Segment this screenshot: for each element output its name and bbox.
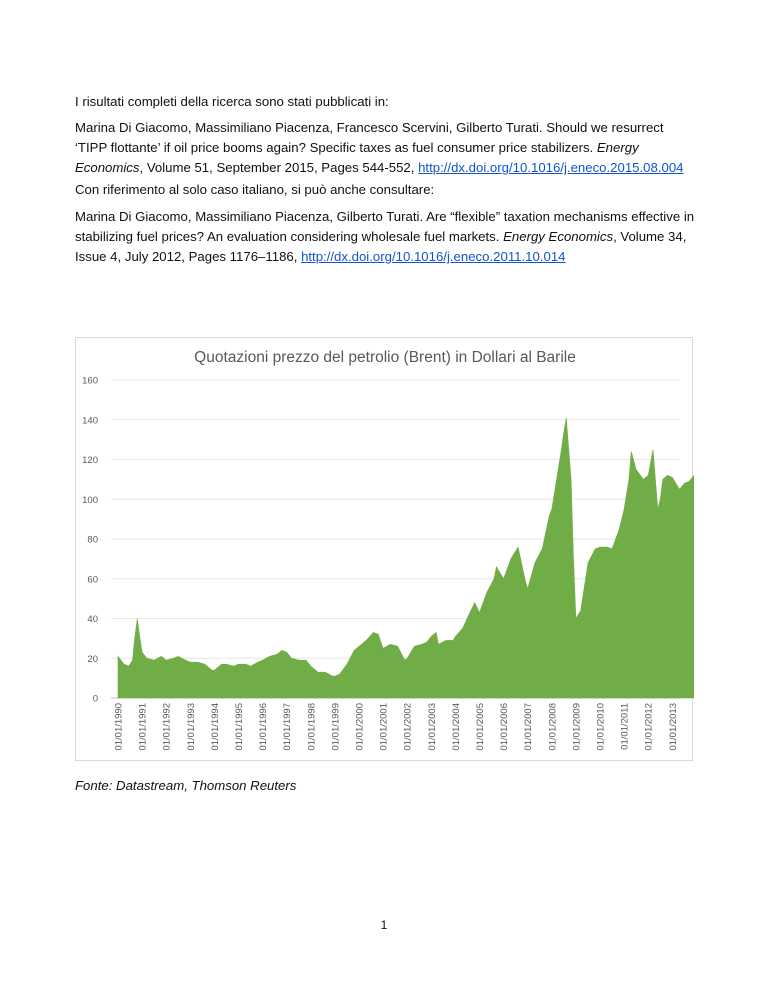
x-tick-label: 01/01/2003 xyxy=(427,703,438,751)
reference-2-doi-link[interactable]: http://dx.doi.org/10.1016/j.eneco.2011.1… xyxy=(301,249,566,264)
oil-price-chart: Quotazioni prezzo del petrolio (Brent) i… xyxy=(75,337,694,761)
x-tick-label: 01/01/2001 xyxy=(379,703,390,751)
x-tick-label: 01/01/2000 xyxy=(355,703,366,751)
x-tick-label: 01/01/2005 xyxy=(475,703,486,751)
chart-area-series xyxy=(117,417,694,699)
x-tick-label: 01/01/1998 xyxy=(306,703,317,751)
brent-price-area xyxy=(117,417,694,699)
chart-title: Quotazioni prezzo del petrolio (Brent) i… xyxy=(194,349,576,366)
x-tick-label: 01/01/1992 xyxy=(162,703,173,751)
reference-2-details: , Volume 34, Issue 4, July 2012, Pages 1… xyxy=(75,229,687,264)
reference-2: Marina Di Giacomo, Massimiliano Piacenza… xyxy=(75,207,695,267)
x-tick-label: 01/01/2010 xyxy=(596,703,607,751)
x-tick-label: 01/01/2013 xyxy=(668,703,679,751)
y-tick-label-40: 40 xyxy=(87,614,98,625)
y-tick-label-100: 100 xyxy=(82,495,98,506)
x-tick-label: 01/01/1994 xyxy=(210,703,221,751)
x-tick-label: 01/01/1999 xyxy=(330,703,341,751)
y-tick-label-0: 0 xyxy=(93,694,98,705)
y-tick-label-60: 60 xyxy=(87,574,98,585)
chart-y-axis: 0 20 40 60 80 100 120 140 160 xyxy=(82,376,98,705)
x-tick-label: 01/01/1997 xyxy=(282,703,293,751)
chart-canvas: Quotazioni prezzo del petrolio (Brent) i… xyxy=(82,349,694,751)
y-tick-label-160: 160 xyxy=(82,376,98,387)
reference-1-doi-link[interactable]: http://dx.doi.org/10.1016/j.eneco.2015.0… xyxy=(418,160,684,175)
x-tick-label: 01/01/1993 xyxy=(186,703,197,751)
reference-1-journal: Energy Economics xyxy=(75,140,639,175)
reference-2-authors-title: Marina Di Giacomo, Massimiliano Piacenza… xyxy=(75,209,695,244)
x-tick-label: 01/01/2002 xyxy=(403,703,414,751)
x-tick-label: 01/01/1995 xyxy=(234,703,245,751)
x-tick-label: 01/01/2007 xyxy=(523,703,534,751)
x-tick-label: 01/01/1990 xyxy=(114,703,125,751)
reference-1-details: , Volume 51, September 2015, Pages 544-5… xyxy=(139,160,419,175)
intro-italian-case-text: Con riferimento al solo caso italiano, s… xyxy=(75,182,435,197)
x-tick-label: 01/01/2009 xyxy=(571,703,582,751)
y-tick-label-120: 120 xyxy=(82,455,98,466)
reference-2-journal: Energy Economics xyxy=(503,229,614,244)
x-tick-label: 01/01/2004 xyxy=(451,703,462,751)
x-tick-label: 01/01/2011 xyxy=(620,703,631,750)
page-number: 1 xyxy=(380,918,388,932)
x-tick-label: 01/01/1991 xyxy=(138,703,149,751)
reference-1-authors-title: Marina Di Giacomo, Massimiliano Piacenza… xyxy=(75,120,664,155)
y-tick-label-20: 20 xyxy=(87,654,98,665)
x-tick-label: 01/01/2008 xyxy=(547,703,558,751)
x-tick-label: 01/01/1996 xyxy=(258,703,269,751)
x-tick-label: 01/01/2006 xyxy=(499,703,510,751)
y-tick-label-140: 140 xyxy=(82,415,98,426)
intro-text: I risultati completi della ricerca sono … xyxy=(75,94,389,109)
y-tick-label-80: 80 xyxy=(87,535,98,546)
source-note: Fonte: Datastream, Thomson Reuters xyxy=(75,778,297,793)
chart-x-axis: 01/01/1990 01/01/1991 01/01/1992 01/01/1993… xyxy=(114,703,679,751)
x-tick-label: 01/01/2012 xyxy=(644,703,655,751)
reference-1: Marina Di Giacomo, Massimiliano Piacenza… xyxy=(75,118,695,178)
